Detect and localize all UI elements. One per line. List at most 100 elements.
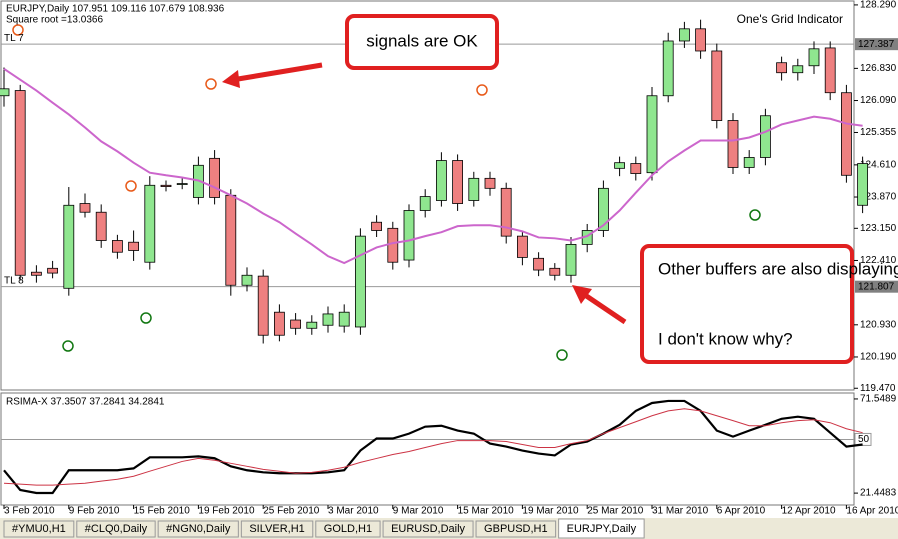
tab-label[interactable]: EURUSD,Daily [391, 523, 465, 535]
signal-circle [476, 84, 488, 96]
signal-circle [125, 180, 137, 192]
candle-body [257, 275, 269, 336]
candle-body [662, 40, 674, 97]
rsi-title: RSIMA-X 37.3507 37.2841 34.2841 [6, 397, 165, 408]
candle-body [760, 115, 771, 158]
candle-body [241, 274, 253, 286]
x-tick-label: 6 Apr 2010 [717, 506, 766, 517]
tab-shape [240, 520, 314, 538]
level-label: 121.807 [858, 281, 895, 292]
x-tick-label: 9 Feb 2010 [69, 506, 120, 517]
candle-body [144, 184, 156, 263]
candle-body [47, 267, 58, 274]
level-tag [854, 432, 872, 446]
x-tick-label: 15 Feb 2010 [134, 506, 191, 517]
candle-body [419, 196, 431, 211]
tab-label[interactable]: EURJPY,Daily [567, 523, 637, 535]
tab-label[interactable]: GBPUSD,H1 [484, 523, 548, 535]
tab-label[interactable]: SILVER,H1 [249, 523, 304, 535]
candle-body [614, 162, 625, 169]
arrow [231, 62, 323, 83]
candle-body [338, 311, 350, 327]
signal-circle [62, 340, 74, 352]
y-tick-label: 123.150 [860, 223, 897, 234]
candle-body [322, 313, 334, 326]
candle-body [306, 321, 318, 329]
arrow-head [572, 285, 592, 304]
plot-layer: 128.290 126.830 126.090 125.355 124.610 123.8… [0, 0, 898, 517]
tab-label[interactable]: GOLD,H1 [324, 523, 372, 535]
candle-body [743, 157, 755, 168]
candle-body [79, 203, 91, 213]
chart-subtitle: Square root =13.0366 [6, 15, 103, 26]
moving-average [3, 67, 863, 265]
callout-text: signals are OK [366, 31, 478, 50]
main-frame [0, 0, 855, 391]
tab-shape [475, 520, 557, 538]
tab-shape [382, 520, 474, 538]
tab[interactable]: EURUSD,Daily [382, 520, 474, 538]
tab-shape [157, 520, 239, 538]
signal-circles [12, 24, 761, 361]
callout-text: Other buffers are also displaying though… [658, 259, 898, 278]
signal-circle [205, 78, 217, 90]
candle-body [160, 184, 172, 187]
candle-body [128, 241, 140, 251]
y-tick-label: 124.610 [860, 159, 897, 170]
candle-body [841, 92, 852, 176]
tab[interactable]: GOLD,H1 [315, 520, 381, 538]
x-tick-label: 25 Feb 2010 [263, 506, 320, 517]
rsi-frame [0, 392, 855, 506]
signal-circle [140, 312, 152, 324]
candle-body [565, 243, 577, 276]
tab-label[interactable]: #YMU0,H1 [12, 523, 66, 535]
tab-shape [315, 520, 381, 538]
tab-label[interactable]: #CLQ0,Daily [85, 523, 148, 535]
x-tick-label: 19 Mar 2010 [522, 506, 579, 517]
y-tick-label: 122.410 [860, 255, 897, 266]
rsi-line [3, 408, 863, 486]
y-tick-label: 123.870 [860, 192, 897, 203]
level-name: TL 8 [4, 275, 24, 286]
x-tick-label: 16 Apr 2010 [846, 506, 898, 517]
annotation-2: Other buffers are also displaying though… [572, 244, 898, 364]
x-tick-label: 15 Mar 2010 [458, 506, 515, 517]
tab-label[interactable]: #NGN0,Daily [166, 523, 231, 535]
signal-circle [12, 24, 24, 36]
candle-body [598, 187, 609, 231]
x-tick-label: 12 Apr 2010 [782, 506, 836, 517]
tab[interactable]: #YMU0,H1 [3, 520, 75, 538]
callout-box [345, 14, 499, 70]
candle-body [549, 267, 561, 276]
candle-body [354, 235, 366, 328]
annotation-1: signals are OK [222, 14, 499, 88]
tab[interactable]: EURJPY,Daily [558, 518, 645, 539]
candle-body [517, 235, 528, 258]
candle-body [500, 187, 512, 237]
rsi-line [3, 399, 863, 495]
x-tick-label: 31 Mar 2010 [652, 506, 709, 517]
candle-body [646, 95, 658, 174]
arrow-head [222, 70, 240, 88]
y-tick-label: 126.830 [860, 63, 897, 74]
tab[interactable]: #NGN0,Daily [157, 520, 239, 538]
y-tick-label: 120.930 [860, 319, 897, 330]
x-tick-label: 3 Feb 2010 [4, 506, 55, 517]
y-tick-label: 120.190 [860, 352, 897, 363]
candle-body [727, 120, 739, 168]
tab[interactable]: #CLQ0,Daily [76, 520, 156, 538]
tab[interactable]: GBPUSD,H1 [475, 520, 557, 538]
x-tick-label: 25 Mar 2010 [587, 506, 644, 517]
candle-body [63, 204, 75, 289]
tab-shape [76, 520, 156, 538]
candle-body [695, 28, 706, 52]
y-tick-label: 71.5489 [860, 394, 897, 405]
x-tick-label: 19 Feb 2010 [198, 506, 255, 517]
candle-body [273, 311, 285, 336]
tab[interactable]: SILVER,H1 [240, 520, 314, 538]
signal-circle [556, 349, 568, 361]
candle-body [176, 183, 188, 185]
level-name: TL 7 [4, 33, 24, 44]
tab-shape [558, 518, 645, 539]
